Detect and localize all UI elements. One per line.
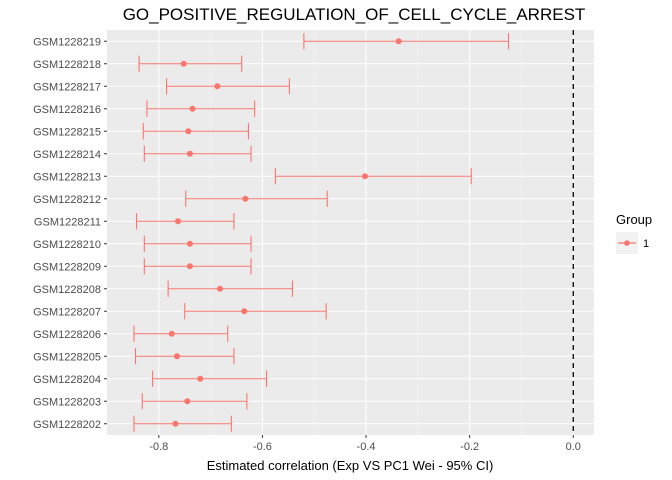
- y-tick-label: GSM1228205: [33, 351, 101, 363]
- y-tick-label: GSM1228207: [33, 306, 101, 318]
- estimate-point: [241, 308, 248, 315]
- y-tick-label: GSM1228214: [33, 149, 101, 161]
- estimate-point: [172, 420, 179, 427]
- estimate-point: [186, 263, 193, 270]
- y-tick-label: GSM1228213: [33, 171, 101, 183]
- estimate-point: [185, 128, 192, 135]
- data-marks: [133, 33, 510, 432]
- x-tick-label: 0.0: [566, 441, 581, 453]
- legend: Group 1: [616, 212, 652, 254]
- estimate-point: [180, 60, 187, 67]
- y-tick-label: GSM1228216: [33, 104, 101, 116]
- y-tick-label: GSM1228215: [33, 126, 101, 138]
- x-tick-label: -0.4: [357, 441, 376, 453]
- estimate-point: [242, 195, 249, 202]
- x-tick-label: -0.8: [149, 441, 168, 453]
- y-tick-label: GSM1228209: [33, 261, 101, 273]
- legend-key-point: [624, 240, 630, 246]
- y-tick-label: GSM1228202: [33, 419, 101, 431]
- estimate-point: [189, 105, 196, 112]
- y-tick-label: GSM1228211: [34, 216, 101, 228]
- y-tick-label: GSM1228212: [33, 194, 101, 206]
- y-tick-label: GSM1228217: [33, 81, 101, 93]
- estimate-point: [362, 173, 369, 180]
- estimate-point: [173, 353, 180, 360]
- estimate-point: [186, 240, 193, 247]
- x-axis: -0.8 -0.6 -0.4 -0.2 0.0: [149, 435, 581, 453]
- x-tick-label: -0.6: [253, 441, 272, 453]
- x-tick-label: -0.2: [460, 441, 479, 453]
- estimate-point: [184, 398, 191, 405]
- y-tick-label: GSM1228204: [33, 374, 101, 386]
- estimate-point: [168, 330, 175, 337]
- estimate-point: [214, 83, 221, 90]
- chart-title: GO_POSITIVE_REGULATION_OF_CELL_CYCLE_ARR…: [123, 5, 586, 24]
- estimate-point: [197, 375, 204, 382]
- x-axis-title: Estimated correlation (Exp VS PC1 Wei - …: [207, 458, 494, 473]
- y-tick-label: GSM1228206: [33, 329, 101, 341]
- estimate-point: [174, 218, 181, 225]
- y-tick-label: GSM1228210: [33, 239, 101, 251]
- plot-panel: [107, 30, 594, 435]
- y-tick-label: GSM1228218: [33, 59, 101, 71]
- legend-title: Group: [616, 212, 652, 227]
- y-axis: GSM1228219 GSM1228218 GSM1228217 GSM1228216…: [33, 36, 107, 431]
- legend-entry-label: 1: [643, 238, 649, 250]
- estimate-point: [216, 285, 223, 292]
- estimate-point: [395, 38, 402, 45]
- estimate-point: [186, 150, 193, 157]
- y-tick-label: GSM1228208: [33, 284, 101, 296]
- y-tick-label: GSM1228219: [33, 36, 101, 48]
- y-tick-label: GSM1228203: [33, 396, 101, 408]
